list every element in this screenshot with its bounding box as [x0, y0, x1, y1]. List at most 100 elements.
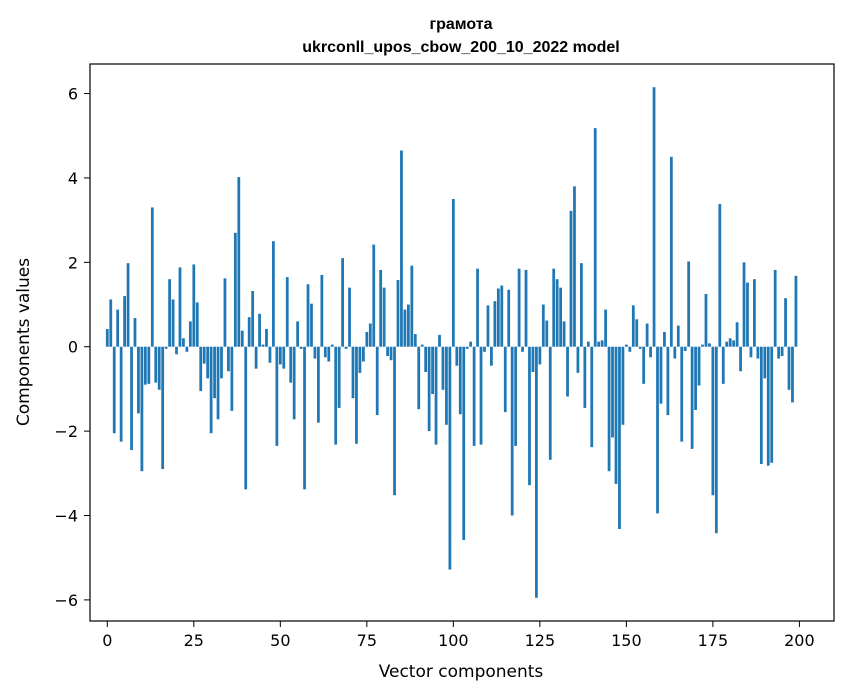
bar-69	[344, 346, 348, 349]
bar-70	[348, 287, 351, 347]
bar-111	[490, 346, 493, 366]
bar-0	[105, 329, 109, 347]
bar-14	[154, 346, 158, 383]
bar-160	[659, 346, 663, 404]
bar-125	[538, 346, 542, 365]
bar-105	[469, 341, 473, 347]
bar-89	[413, 334, 417, 347]
bar-3	[116, 309, 120, 347]
bar-76	[368, 323, 372, 347]
bar-110	[486, 305, 490, 347]
bar-73	[358, 346, 362, 373]
bar-113	[496, 288, 500, 347]
bar-31	[213, 346, 216, 399]
bar-78	[375, 346, 379, 416]
bar-4	[119, 346, 123, 442]
bar-43	[254, 346, 258, 369]
bar-175	[711, 346, 715, 496]
x-tick-label: 100	[438, 631, 469, 650]
bar-74	[361, 346, 365, 362]
bar-119	[517, 268, 521, 347]
y-tick-label: −6	[54, 591, 78, 610]
bar-35	[227, 346, 230, 372]
bar-7	[130, 346, 133, 451]
bar-117	[510, 346, 514, 516]
bar-195	[780, 346, 784, 356]
bar-63	[323, 346, 327, 358]
bar-83	[393, 346, 396, 496]
bar-181	[732, 340, 736, 347]
bar-170	[694, 346, 697, 411]
bar-29	[206, 346, 210, 379]
bar-161	[663, 331, 666, 347]
bar-88	[410, 265, 414, 347]
bar-38	[237, 177, 241, 347]
bar-47	[268, 346, 272, 363]
bar-118	[514, 346, 518, 446]
bar-147	[614, 346, 618, 484]
x-tick-label: 200	[784, 631, 815, 650]
bar-98	[445, 346, 448, 425]
bar-126	[541, 304, 545, 347]
bar-95	[434, 346, 438, 445]
bar-177	[718, 204, 722, 347]
bar-132	[562, 321, 566, 347]
bar-199	[794, 275, 798, 347]
bar-178	[721, 346, 725, 384]
bar-157	[649, 346, 652, 358]
x-tick-label: 75	[357, 631, 377, 650]
bar-162	[666, 346, 670, 416]
bar-116	[507, 289, 511, 347]
bar-36	[230, 346, 234, 411]
bar-114	[500, 285, 504, 347]
bar-79	[379, 269, 383, 347]
bar-25	[192, 264, 196, 347]
bar-122	[528, 346, 531, 486]
bar-171	[697, 346, 701, 386]
bar-61	[317, 346, 320, 423]
bar-20	[175, 346, 178, 355]
bar-11	[143, 346, 147, 385]
bar-85	[400, 150, 403, 347]
bar-86	[403, 309, 407, 347]
bar-65	[330, 344, 334, 347]
bar-100	[451, 199, 455, 347]
bar-155	[642, 346, 646, 384]
bar-32	[216, 346, 220, 420]
bar-106	[472, 346, 476, 446]
bar-179	[725, 341, 729, 347]
bar-127	[545, 320, 549, 347]
bar-5	[123, 296, 126, 347]
bar-143	[600, 340, 604, 347]
bar-134	[569, 210, 573, 347]
bar-2	[112, 346, 116, 434]
bar-99	[448, 346, 452, 570]
bar-77	[372, 244, 376, 347]
bar-185	[746, 282, 749, 347]
bar-82	[389, 346, 393, 361]
x-tick-label: 175	[698, 631, 729, 650]
bar-90	[417, 346, 421, 410]
bar-112	[493, 301, 497, 347]
bar-49	[275, 346, 279, 446]
bar-190	[763, 346, 767, 379]
x-tick-label: 150	[611, 631, 642, 650]
bar-184	[742, 262, 746, 347]
bar-8	[133, 318, 137, 347]
bar-154	[638, 346, 642, 349]
bar-91	[420, 344, 424, 347]
bar-150	[624, 344, 628, 347]
bar-193	[773, 269, 777, 347]
bar-34	[223, 278, 227, 347]
bar-172	[701, 344, 704, 347]
bar-40	[244, 346, 248, 490]
bar-168	[687, 261, 691, 347]
x-axis-ticks: 0 25 50 75 100 125 150 175 200	[102, 621, 815, 650]
bars-group	[105, 87, 798, 598]
bar-142	[597, 341, 601, 347]
bar-103	[462, 346, 466, 540]
x-tick-label: 50	[270, 631, 290, 650]
y-tick-label: −2	[54, 422, 78, 441]
bar-137	[580, 263, 583, 347]
bar-66	[334, 346, 338, 445]
